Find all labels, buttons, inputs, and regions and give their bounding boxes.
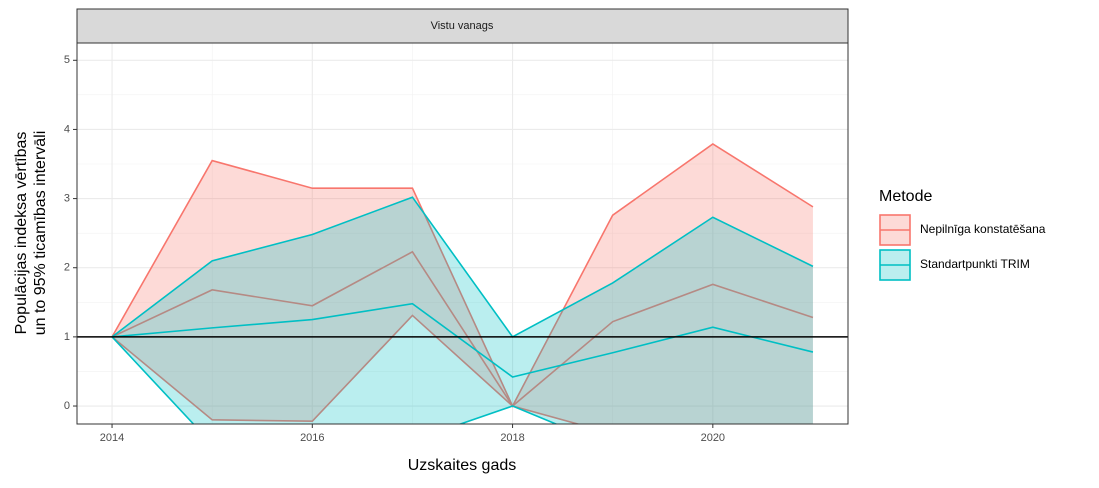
- ribbon: [112, 197, 813, 424]
- ribbon-upper: [111, 196, 814, 338]
- legend: Nepilnīga konstatēšana Standartpunkti TRI…: [879, 214, 1046, 281]
- legend-label: Standartpunkti TRIM: [920, 257, 1030, 271]
- ribbon-lower: [111, 314, 581, 424]
- y-tick-label: 1: [64, 331, 70, 343]
- y-tick-label: 4: [64, 123, 70, 135]
- y-tick-label: 3: [64, 192, 70, 204]
- x-tick-label: 2016: [300, 432, 324, 444]
- x-axis-label: Uzskaites gads: [408, 457, 517, 474]
- y-tick-label: 0: [64, 400, 70, 412]
- y-tick-label: 2: [64, 262, 70, 274]
- y-axis-label: un to 95% ticamības intervāli: [32, 131, 49, 336]
- ribbon-lower: [111, 336, 559, 424]
- legend-label: Nepilnīga konstatēšana: [920, 222, 1046, 236]
- facet-label: Vistu vanags: [431, 20, 494, 32]
- ribbon-upper: [111, 142, 814, 408]
- ribbon: [112, 143, 813, 424]
- legend-title: Metode: [879, 188, 932, 205]
- x-tick-label: 2020: [701, 432, 725, 444]
- x-tick-label: 2014: [100, 432, 124, 444]
- y-axis-label: Populācijas indeksa vērtības: [13, 132, 30, 335]
- plot-area: [77, 142, 848, 424]
- y-tick-label: 5: [64, 54, 70, 66]
- x-tick-label: 2018: [500, 432, 524, 444]
- estimate-line: [111, 250, 814, 408]
- facet-strip: [76, 8, 849, 44]
- estimate-line: [111, 302, 814, 378]
